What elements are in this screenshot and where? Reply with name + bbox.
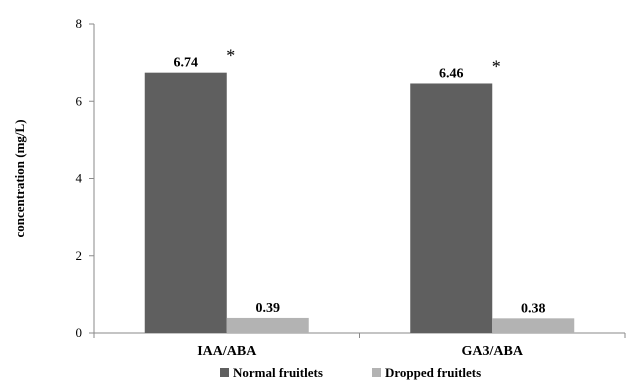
- axes-layer: 0 2 4 6 8 concentration (mg/L): [12, 16, 626, 340]
- bar-value-label: 6.74: [174, 56, 199, 71]
- labels-layer: 6.74 0.39 * IAA/ABA 6.46 0.38 * GA3/ABA: [174, 46, 546, 359]
- y-tick-label: 2: [76, 248, 83, 263]
- y-tick-label: 6: [76, 93, 83, 108]
- legend-label-dropped: Dropped fruitlets: [385, 365, 481, 380]
- bar-normal: [144, 72, 227, 333]
- y-tick-label: 8: [76, 16, 83, 31]
- y-tick-label: 4: [76, 171, 83, 186]
- x-category-label: IAA/ABA: [197, 344, 257, 359]
- bar-dropped: [492, 318, 575, 333]
- y-tick-label: 0: [76, 325, 83, 340]
- legend-layer: Normal fruitlets Dropped fruitlets: [220, 365, 481, 380]
- y-axis-title: concentration (mg/L): [12, 119, 27, 237]
- x-category-label: GA3/ABA: [462, 344, 524, 359]
- bars-layer: [144, 72, 575, 333]
- legend-label-normal: Normal fruitlets: [233, 365, 323, 380]
- bar-value-label: 6.46: [439, 66, 464, 81]
- bar-normal: [410, 83, 493, 333]
- significance-asterisk: *: [492, 56, 501, 76]
- legend-swatch-normal: [220, 368, 229, 377]
- bar-value-label: 0.39: [256, 301, 281, 316]
- significance-asterisk: *: [226, 46, 235, 66]
- legend-swatch-dropped: [372, 368, 381, 377]
- bar-value-label: 0.38: [521, 301, 546, 316]
- bar-dropped: [226, 317, 309, 333]
